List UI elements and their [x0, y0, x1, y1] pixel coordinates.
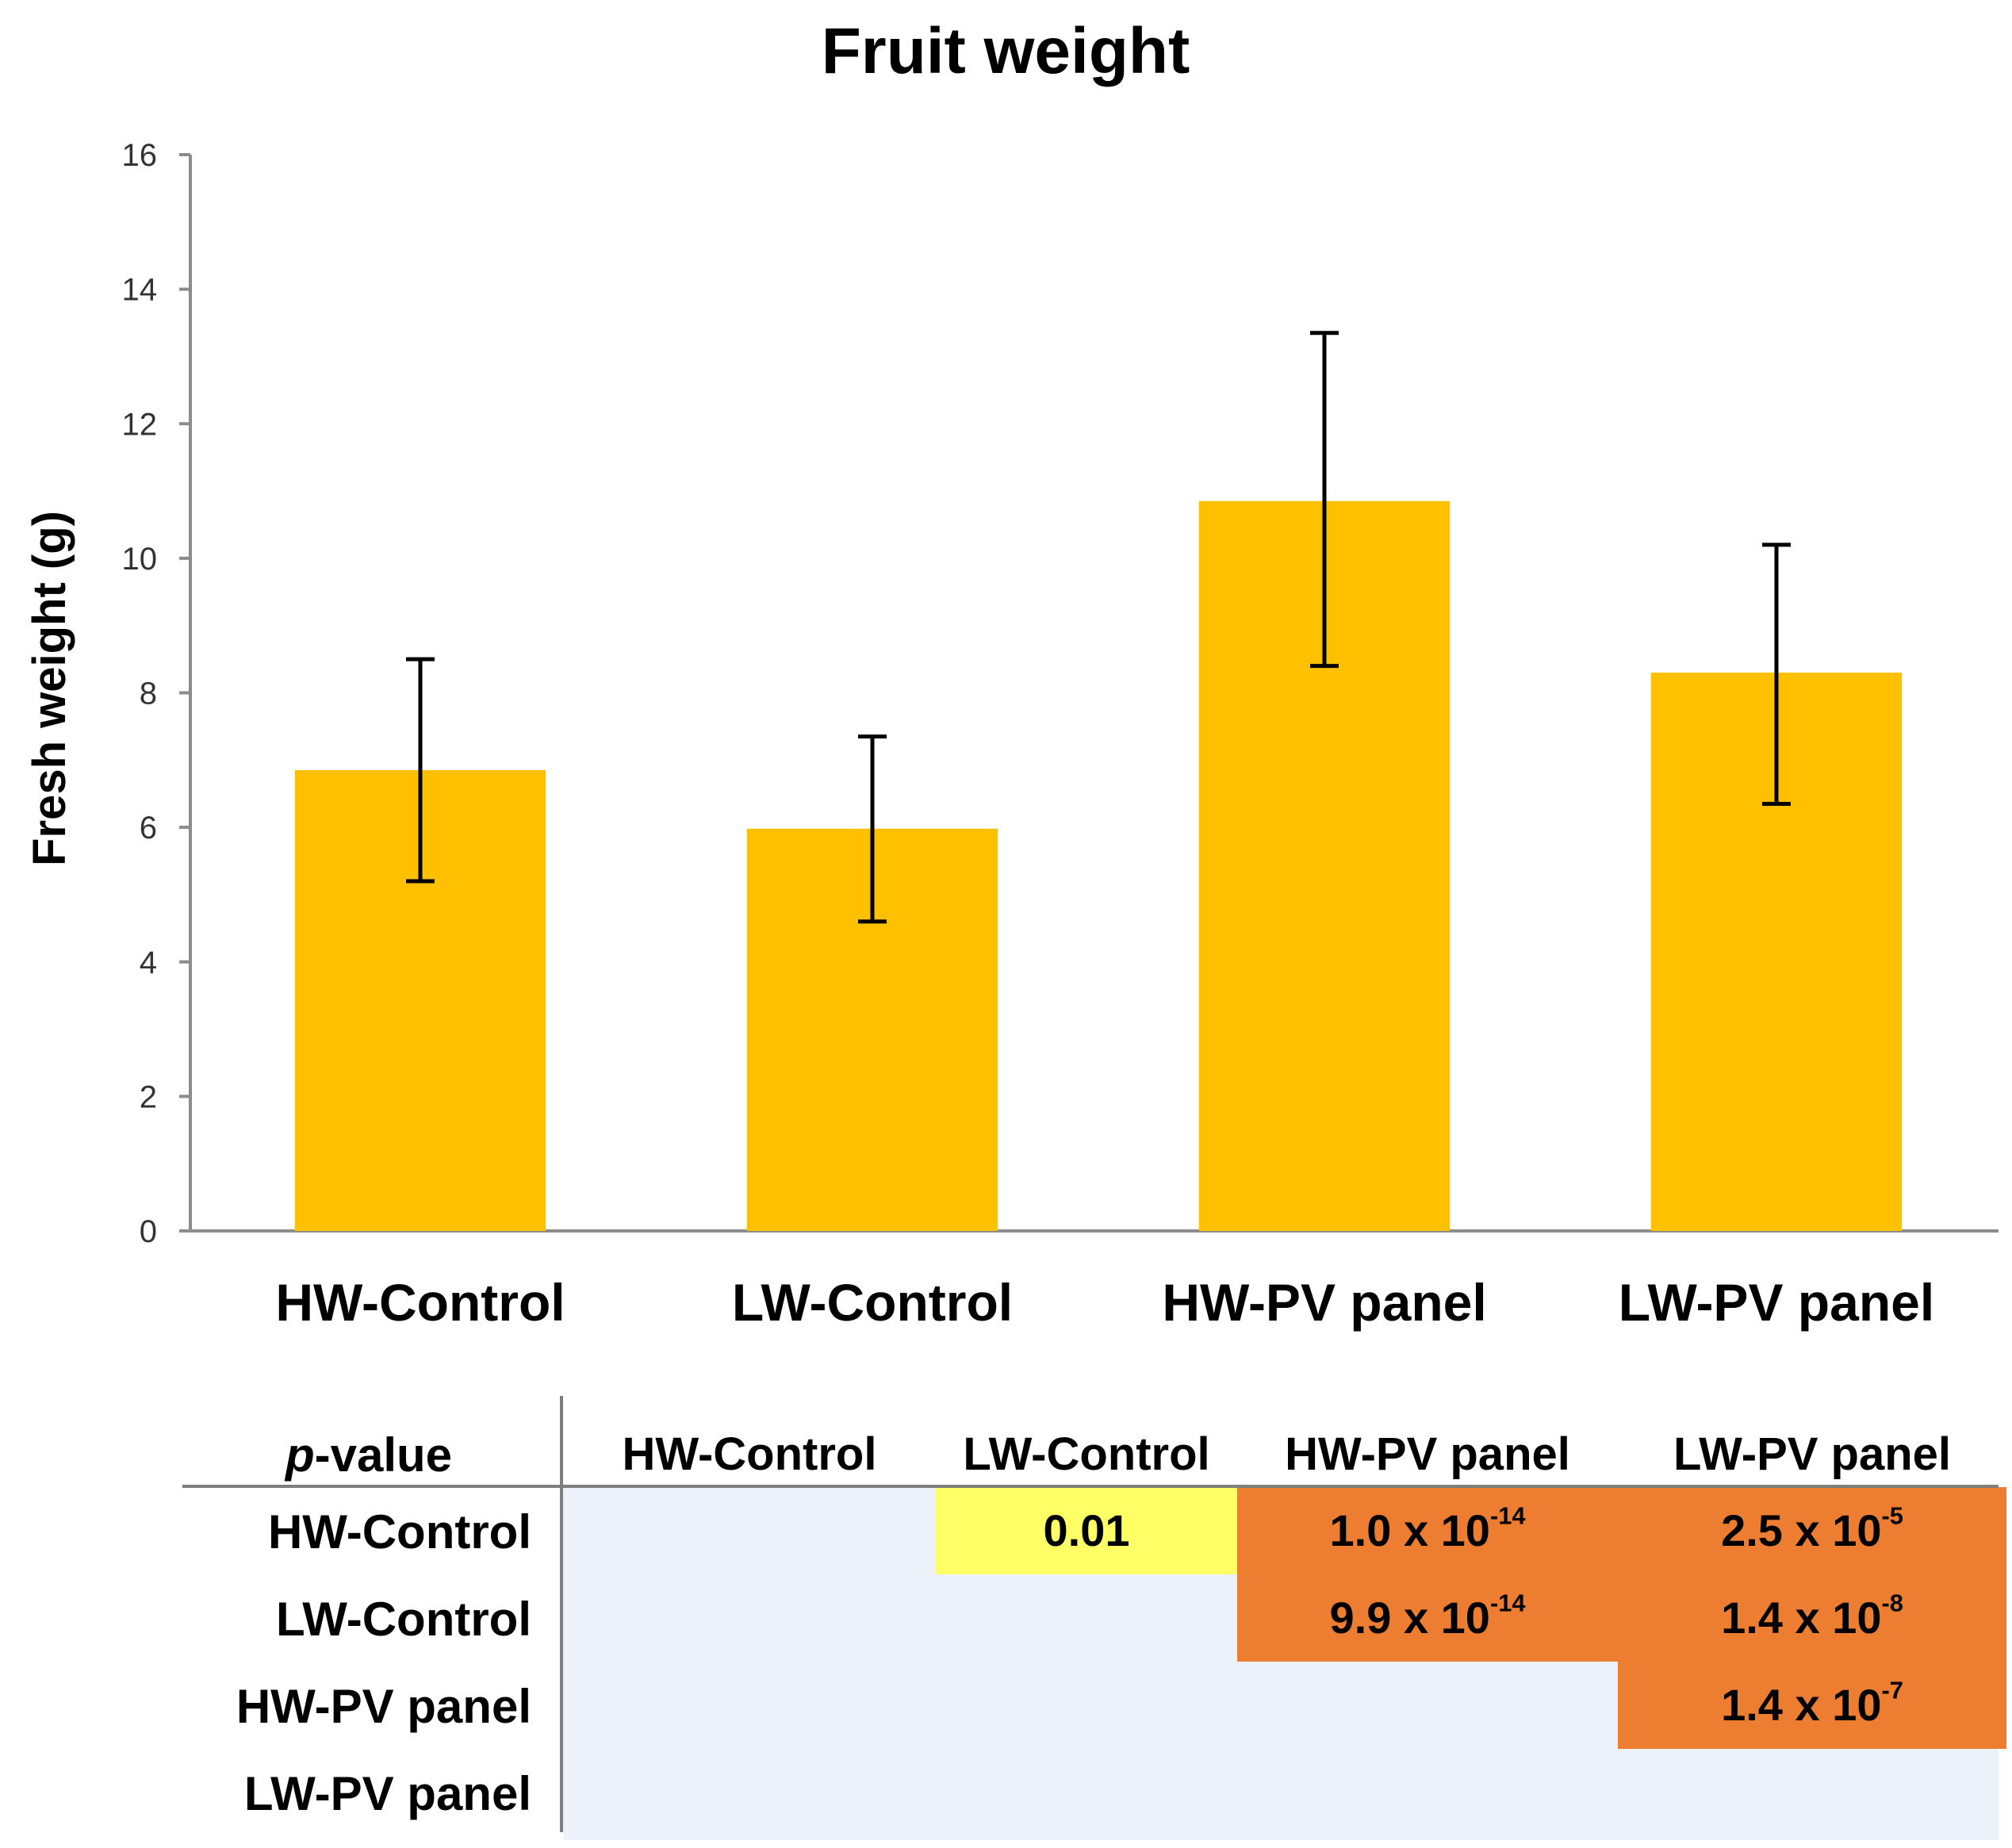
p-value-mantissa: 2.5 x 10 [1721, 1505, 1882, 1555]
y-tick-label: 4 [140, 945, 157, 980]
p-value-mantissa: 1.4 x 10 [1721, 1680, 1882, 1730]
x-tick-label: HW-PV panel [1162, 1273, 1486, 1332]
bar-chart: Fruit weight 0 2 4 6 8 10 12 14 16 Fresh weight … [24, 15, 1999, 1332]
x-tick-label: HW-Control [275, 1273, 565, 1332]
p-value-exponent: -5 [1881, 1501, 1903, 1530]
row-header: LW-Control [275, 1593, 531, 1646]
chart-title: Fruit weight [822, 15, 1190, 87]
p-value-cell: 1.0 x 10-14 [1237, 1487, 1618, 1574]
value-suffix: -value [314, 1428, 453, 1482]
y-tick-label: 10 [122, 542, 158, 577]
table-corner-label: p-value [182, 1428, 555, 1482]
p-value-cell: 1.4 x 10-8 [1618, 1574, 2006, 1662]
y-tick-label: 2 [140, 1079, 157, 1114]
column-header: LW-Control [963, 1428, 1210, 1480]
p-value-mantissa: 1.4 x 10 [1721, 1593, 1882, 1643]
y-tick-label: 6 [140, 811, 157, 845]
x-tick-labels: HW-Control LW-Control HW-PV panel LW-PV pan… [275, 1273, 1934, 1332]
row-header: HW-Control [267, 1505, 531, 1559]
table-vertical-rule [560, 1396, 563, 1832]
p-value-mantissa: 9.9 x 10 [1329, 1593, 1490, 1643]
error-bar [406, 657, 435, 884]
row-header: LW-PV panel [243, 1767, 531, 1820]
table-header-rule [182, 1485, 1999, 1488]
column-header: HW-PV panel [1285, 1428, 1570, 1480]
p-value-cell: 2.5 x 10-5 [1618, 1487, 2006, 1574]
y-tick-label: 0 [140, 1214, 157, 1249]
p-value-cell: 1.4 x 10-7 [1618, 1662, 2006, 1749]
p-value-mantissa: 0.01 [1043, 1505, 1130, 1555]
y-tick-label: 12 [122, 407, 158, 442]
row-header: HW-PV panel [236, 1680, 531, 1733]
p-value-exponent: -14 [1489, 1501, 1526, 1530]
p-value-exponent: -14 [1489, 1589, 1526, 1617]
p-italic: p [285, 1428, 315, 1482]
y-tick-label: 16 [122, 138, 158, 173]
p-value-exponent: -7 [1881, 1676, 1903, 1704]
y-tick-label: 8 [140, 677, 157, 711]
column-header: HW-Control [622, 1428, 877, 1480]
error-bars [406, 331, 1791, 924]
x-tick-label: LW-PV panel [1619, 1273, 1934, 1332]
y-tick-label: 14 [122, 273, 158, 308]
p-value-cell: 0.01 [936, 1487, 1237, 1574]
error-bar [858, 734, 887, 924]
p-value-cell: 9.9 x 10-14 [1237, 1574, 1618, 1662]
error-bar [1310, 331, 1339, 669]
error-bar [1762, 543, 1791, 806]
y-axis-label: Fresh weight (g) [24, 511, 75, 866]
x-tick-label: LW-Control [732, 1273, 1013, 1332]
p-value-exponent: -8 [1881, 1589, 1903, 1617]
p-value-mantissa: 1.0 x 10 [1329, 1505, 1490, 1555]
column-header: LW-PV panel [1673, 1428, 1952, 1480]
